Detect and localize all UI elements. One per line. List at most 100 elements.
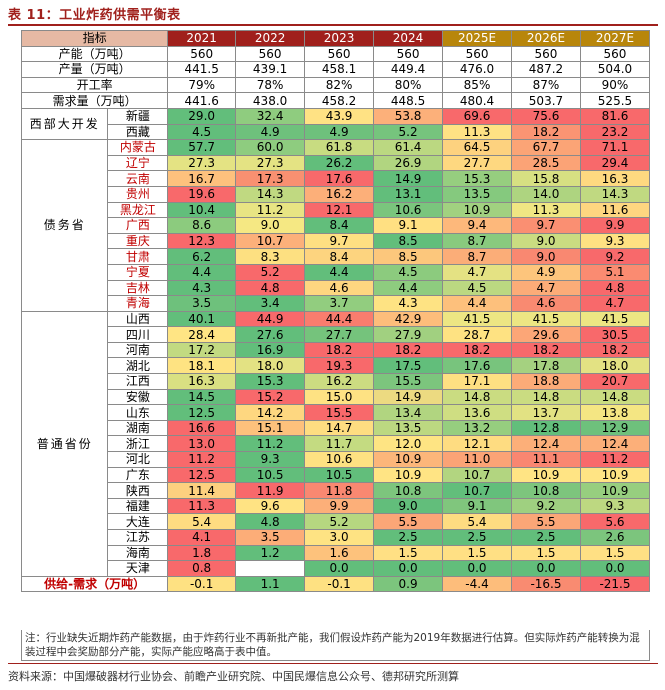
value-cell: 5.4 xyxy=(442,513,512,530)
value-cell: 40.1 xyxy=(167,310,237,328)
province-row: 大连 5.4 4.8 5.2 5.5 5.4 5.5 5.6 xyxy=(22,513,651,530)
value-cell: 1.5 xyxy=(511,544,581,562)
summary-cell: 458.1 xyxy=(304,61,375,78)
value-cell: 14.3 xyxy=(235,185,306,203)
value-cell: 27.6 xyxy=(235,326,306,343)
balance-row: 供给-需求（万吨） -0.1 1.1 -0.1 0.9 -4.4 -16.5 -21.5 xyxy=(20,575,651,593)
value-cell: 11.4 xyxy=(167,482,237,499)
value-cell: 8.5 xyxy=(373,248,444,265)
value-cell: 11.8 xyxy=(304,482,375,499)
value-cell: 10.4 xyxy=(167,201,237,219)
value-cell: 28.5 xyxy=(511,154,581,172)
value-cell: 0.8 xyxy=(167,560,237,577)
province-name: 山东 xyxy=(107,404,169,421)
value-cell: 11.7 xyxy=(304,435,375,453)
value-cell: 9.3 xyxy=(235,451,306,468)
value-cell: 41.5 xyxy=(442,310,512,328)
value-cell: 11.3 xyxy=(442,123,512,141)
value-cell xyxy=(235,560,306,577)
value-cell: 15.2 xyxy=(235,388,306,406)
value-cell: 27.7 xyxy=(304,326,375,343)
value-cell: 9.6 xyxy=(235,497,306,515)
value-cell: 14.9 xyxy=(373,388,444,406)
value-cell: 11.3 xyxy=(167,497,237,515)
value-cell: 0.0 xyxy=(304,560,375,577)
summary-cell: 80% xyxy=(373,76,444,94)
value-cell: 20.7 xyxy=(579,373,651,390)
balance-label: 供给-需求（万吨） xyxy=(20,575,169,593)
value-cell: 18.2 xyxy=(579,341,651,359)
value-cell: 81.6 xyxy=(579,107,651,125)
value-cell: 18.2 xyxy=(304,341,375,359)
value-cell: 11.3 xyxy=(511,201,581,219)
header-year: 2021 xyxy=(167,30,237,47)
value-cell: 4.6 xyxy=(511,295,581,312)
province-row: 吉林 4.3 4.8 4.6 4.4 4.5 4.7 4.8 xyxy=(22,279,651,297)
value-cell: 4.3 xyxy=(373,295,444,312)
value-cell: 16.7 xyxy=(167,170,237,187)
value-cell: 61.4 xyxy=(373,139,444,156)
value-cell: 9.2 xyxy=(511,497,581,515)
value-cell: 17.1 xyxy=(442,373,512,390)
value-cell: 10.7 xyxy=(442,466,512,484)
province-name: 陕西 xyxy=(107,482,169,499)
summary-cell: 85% xyxy=(442,76,512,94)
value-cell: 64.5 xyxy=(442,139,512,156)
value-cell: 5.2 xyxy=(235,263,306,281)
province-row: 云南 16.7 17.3 17.6 14.9 15.3 15.8 16.3 xyxy=(22,170,651,187)
value-cell: 2.5 xyxy=(373,529,444,546)
header-year: 2024 xyxy=(373,30,444,47)
value-cell: 6.2 xyxy=(167,248,237,265)
value-cell: 10.9 xyxy=(373,466,444,484)
header-year: 2026E xyxy=(511,30,581,47)
summary-cell: 560 xyxy=(304,45,375,63)
province-name: 河北 xyxy=(107,451,169,468)
balance-cell: -16.5 xyxy=(511,575,581,593)
value-cell: 18.2 xyxy=(511,341,581,359)
value-cell: 41.5 xyxy=(579,310,651,328)
province-name: 新疆 xyxy=(107,107,169,125)
summary-row-label: 产能（万吨） xyxy=(20,45,169,63)
value-cell: 18.8 xyxy=(511,373,581,390)
value-cell: 14.0 xyxy=(511,185,581,203)
province-row: 黑龙江 10.4 11.2 12.1 10.6 10.9 11.3 11.6 xyxy=(22,201,651,219)
value-cell: 16.9 xyxy=(235,341,306,359)
value-cell: 16.2 xyxy=(304,185,375,203)
summary-cell: 441.5 xyxy=(167,61,237,78)
value-cell: 12.0 xyxy=(373,435,444,453)
value-cell: 10.5 xyxy=(304,466,375,484)
value-cell: 5.4 xyxy=(167,513,237,530)
value-cell: 15.5 xyxy=(373,373,444,390)
value-cell: 18.0 xyxy=(235,357,306,375)
value-cell: 27.3 xyxy=(167,154,237,172)
summary-row-label: 产量（万吨） xyxy=(20,61,169,78)
value-cell: 18.2 xyxy=(442,341,512,359)
title-divider xyxy=(8,24,658,26)
province-name: 宁夏 xyxy=(107,263,169,281)
value-cell: 10.9 xyxy=(579,482,651,499)
province-row: 湖北 18.1 18.0 19.3 17.5 17.6 17.8 18.0 xyxy=(22,357,651,375)
value-cell: 16.3 xyxy=(579,170,651,187)
summary-cell: 82% xyxy=(304,76,375,94)
value-cell: 8.7 xyxy=(442,248,512,265)
value-cell: 8.6 xyxy=(167,217,237,234)
summary-row: 产能（万吨） 560 560 560 560 560 560 560 xyxy=(20,45,651,63)
province-name: 青海 xyxy=(107,295,169,312)
value-cell: 8.4 xyxy=(304,217,375,234)
province-name: 湖北 xyxy=(107,357,169,375)
value-cell: 4.3 xyxy=(167,279,237,297)
value-cell: 23.2 xyxy=(579,123,651,141)
value-cell: 27.9 xyxy=(373,326,444,343)
value-cell: 5.5 xyxy=(511,513,581,530)
value-cell: 4.1 xyxy=(167,529,237,546)
province-name: 江苏 xyxy=(107,529,169,546)
province-row: 江西 16.3 15.3 16.2 15.5 17.1 18.8 20.7 xyxy=(22,373,651,390)
province-row: 普通省份 山西 40.1 44.9 44.4 42.9 41.5 41.5 41.5 xyxy=(20,310,651,577)
province-row: 广西 8.6 9.0 8.4 9.1 9.4 9.7 9.9 xyxy=(22,217,651,234)
province-row: 江苏 4.1 3.5 3.0 2.5 2.5 2.5 2.6 xyxy=(22,529,651,546)
value-cell: 75.6 xyxy=(511,107,581,125)
value-cell: 12.5 xyxy=(167,404,237,421)
value-cell: 3.5 xyxy=(235,529,306,546)
summary-cell: 448.5 xyxy=(373,92,444,109)
province-name: 西藏 xyxy=(107,123,169,141)
